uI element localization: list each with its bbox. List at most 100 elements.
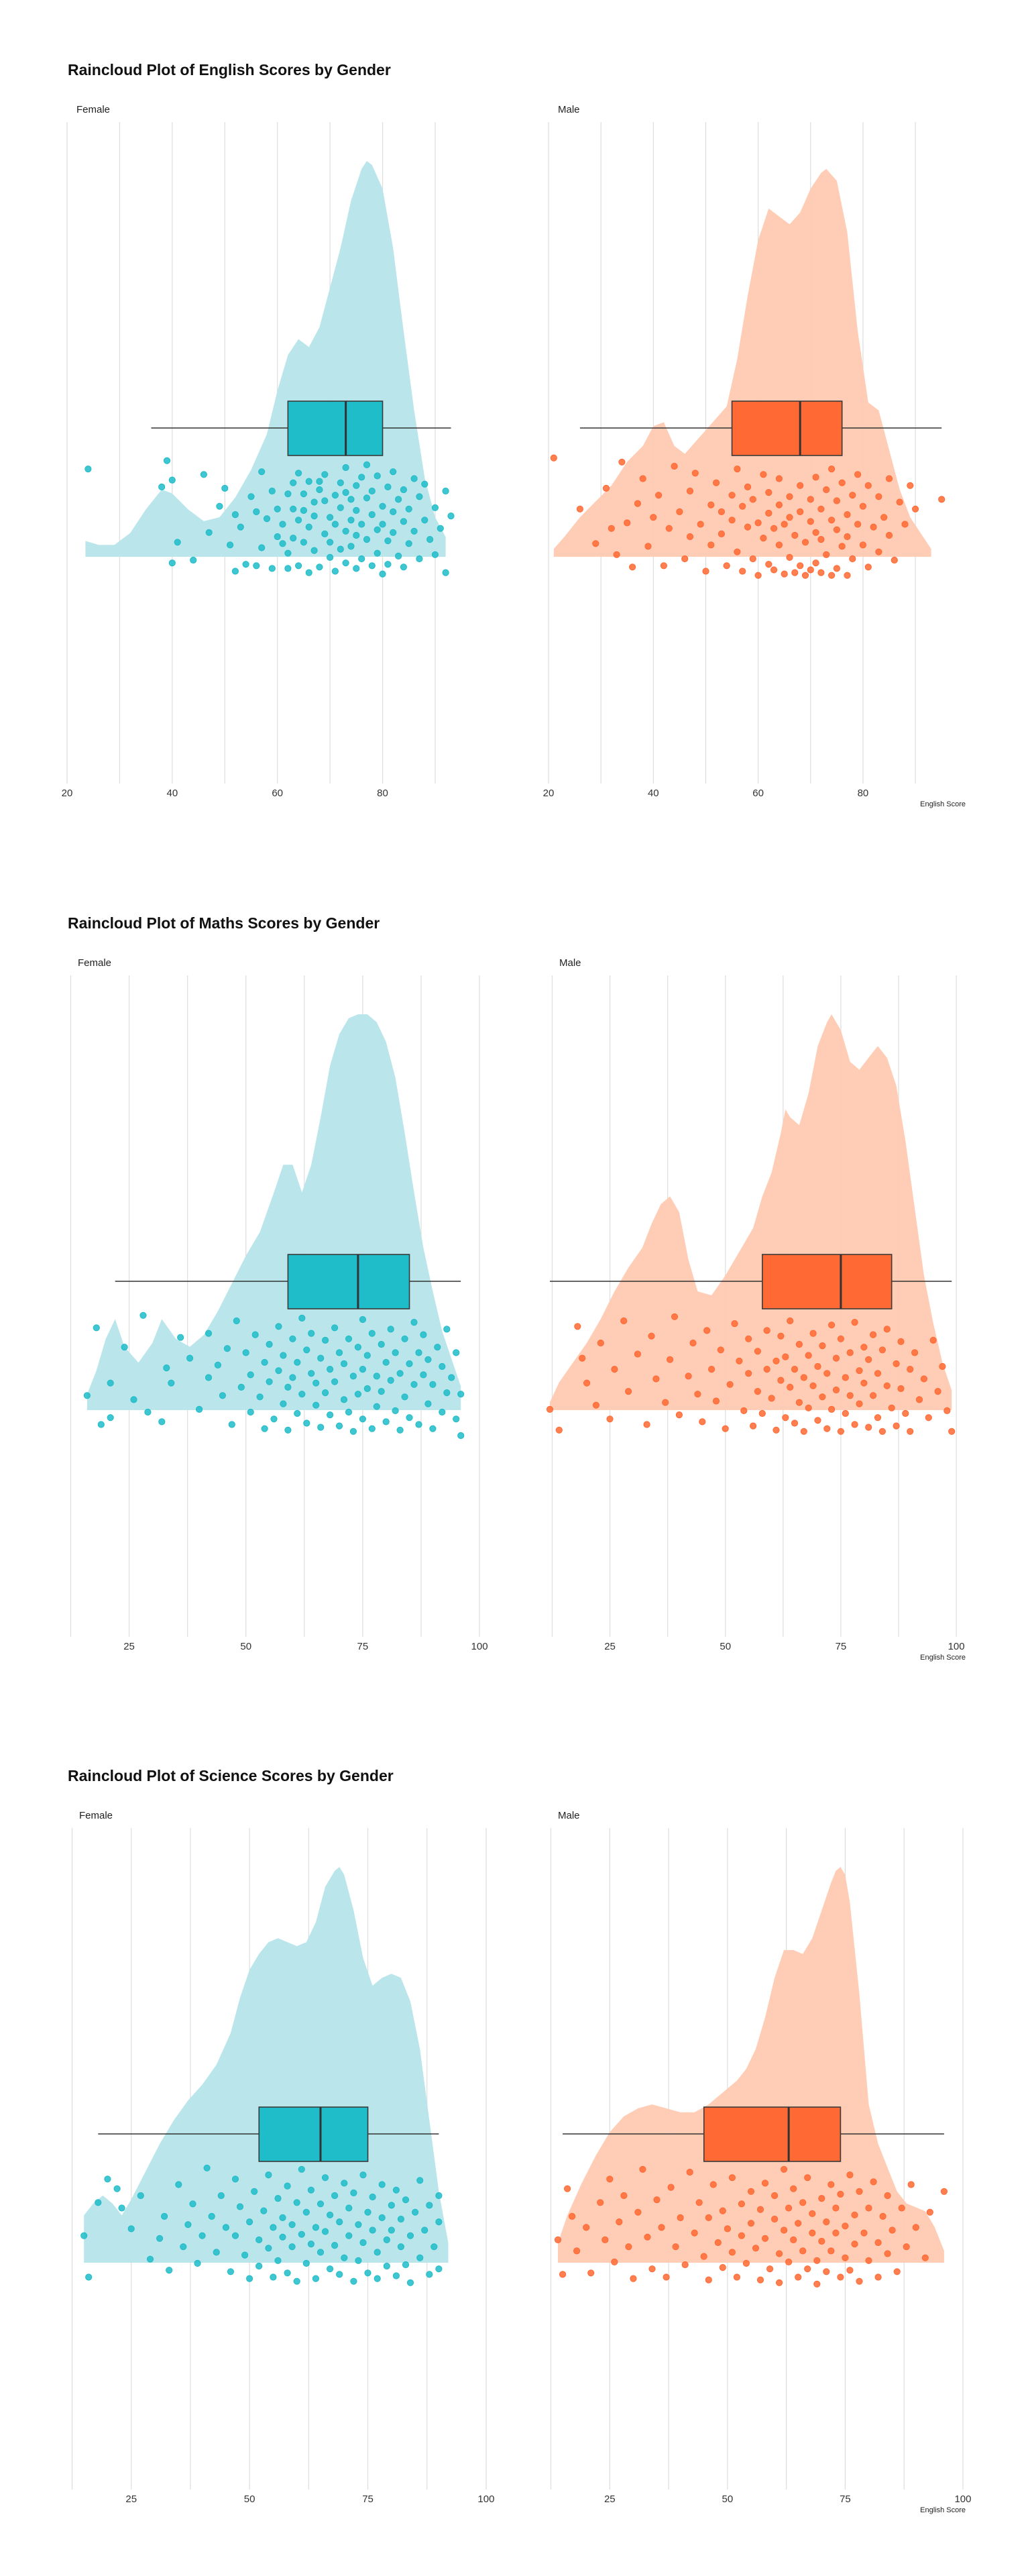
- density-cloud: [85, 161, 446, 557]
- data-point: [777, 1377, 785, 1384]
- data-point: [340, 1360, 348, 1368]
- data-point: [744, 523, 752, 531]
- data-point: [342, 464, 349, 472]
- data-point: [758, 1409, 766, 1417]
- tick-label: 75: [362, 2493, 374, 2505]
- data-point: [354, 1391, 362, 1398]
- data-point: [644, 543, 652, 550]
- data-point: [812, 474, 819, 481]
- data-point: [837, 1335, 845, 1342]
- data-point: [293, 2277, 300, 2285]
- data-point: [827, 2181, 835, 2188]
- facet-panel-female: Female 20 40 60 80: [62, 104, 455, 799]
- data-point: [139, 1311, 147, 1319]
- data-point: [559, 2271, 567, 2278]
- data-point: [295, 517, 302, 524]
- data-point: [295, 562, 302, 570]
- facet-panel-female: Female 25 50 75 100: [70, 957, 488, 1652]
- data-point: [648, 2265, 656, 2273]
- data-point: [374, 526, 381, 533]
- data-point: [939, 1362, 946, 1371]
- data-point: [378, 2181, 386, 2188]
- data-point: [127, 2225, 135, 2233]
- data-point: [447, 513, 455, 520]
- data-point: [564, 2185, 571, 2192]
- data-point: [288, 2221, 296, 2229]
- data-point: [718, 508, 726, 516]
- data-point: [579, 1354, 586, 1362]
- data-point: [629, 564, 636, 571]
- data-point: [943, 1407, 951, 1414]
- data-point: [364, 2269, 371, 2277]
- data-point: [279, 540, 286, 547]
- data-point: [893, 1360, 900, 1368]
- data-point: [280, 1352, 287, 1359]
- data-point: [797, 482, 804, 489]
- data-point: [795, 2220, 802, 2227]
- data-point: [420, 1331, 427, 1338]
- data-point: [390, 468, 397, 476]
- data-point: [161, 2212, 168, 2220]
- data-point: [948, 1428, 956, 1435]
- data-point: [823, 2268, 830, 2275]
- data-point: [280, 1400, 287, 1407]
- data-point: [702, 568, 709, 575]
- data-point: [180, 2243, 187, 2251]
- data-point: [717, 1346, 724, 1354]
- data-point: [158, 1418, 166, 1426]
- data-point: [681, 555, 689, 563]
- data-point: [350, 2189, 357, 2196]
- data-point: [341, 2254, 348, 2261]
- data-point: [606, 2176, 614, 2183]
- data-point: [457, 1432, 465, 1440]
- data-point: [400, 518, 408, 525]
- data-point: [760, 535, 767, 542]
- data-point: [402, 2261, 410, 2269]
- data-point: [576, 505, 584, 513]
- data-point: [934, 1388, 941, 1395]
- density-cloud: [558, 1867, 944, 2263]
- data-point: [686, 487, 694, 495]
- data-point: [121, 1344, 128, 1351]
- data-point: [597, 2199, 604, 2206]
- data-point: [809, 2229, 816, 2237]
- data-point: [765, 561, 772, 568]
- data-point: [832, 2229, 840, 2237]
- data-point: [707, 541, 715, 549]
- data-point: [331, 492, 339, 499]
- data-point: [880, 514, 888, 521]
- data-point: [772, 1357, 780, 1364]
- data-point: [317, 1424, 325, 1431]
- data-point: [686, 533, 694, 541]
- density-cloud: [84, 1867, 449, 2263]
- data-point: [378, 1340, 385, 1348]
- data-point: [833, 526, 841, 533]
- data-point: [814, 1362, 821, 1371]
- data-point: [305, 569, 312, 576]
- tick-label: 25: [604, 2493, 616, 2505]
- data-point: [708, 1366, 716, 1373]
- data-point: [665, 525, 673, 532]
- data-point: [745, 1335, 752, 1342]
- data-point: [284, 2269, 291, 2277]
- data-point: [384, 483, 392, 491]
- data-point: [363, 536, 371, 543]
- data-point: [896, 498, 903, 506]
- data-point: [823, 2218, 830, 2226]
- data-point: [878, 1346, 886, 1354]
- data-point: [849, 555, 856, 563]
- data-point: [672, 2243, 679, 2251]
- data-point: [837, 1428, 845, 1435]
- data-point: [837, 2273, 844, 2281]
- data-point: [587, 2269, 595, 2277]
- data-point: [379, 502, 386, 510]
- data-point: [634, 1350, 642, 1358]
- data-point: [345, 1335, 353, 1342]
- data-point: [168, 1379, 175, 1387]
- data-point: [242, 1349, 249, 1356]
- data-point: [396, 1370, 404, 1377]
- data-point: [703, 1327, 711, 1334]
- data-point: [865, 2204, 872, 2212]
- facet-panel-male: Male 25 50 75 100: [546, 957, 965, 1652]
- data-point: [217, 2192, 225, 2200]
